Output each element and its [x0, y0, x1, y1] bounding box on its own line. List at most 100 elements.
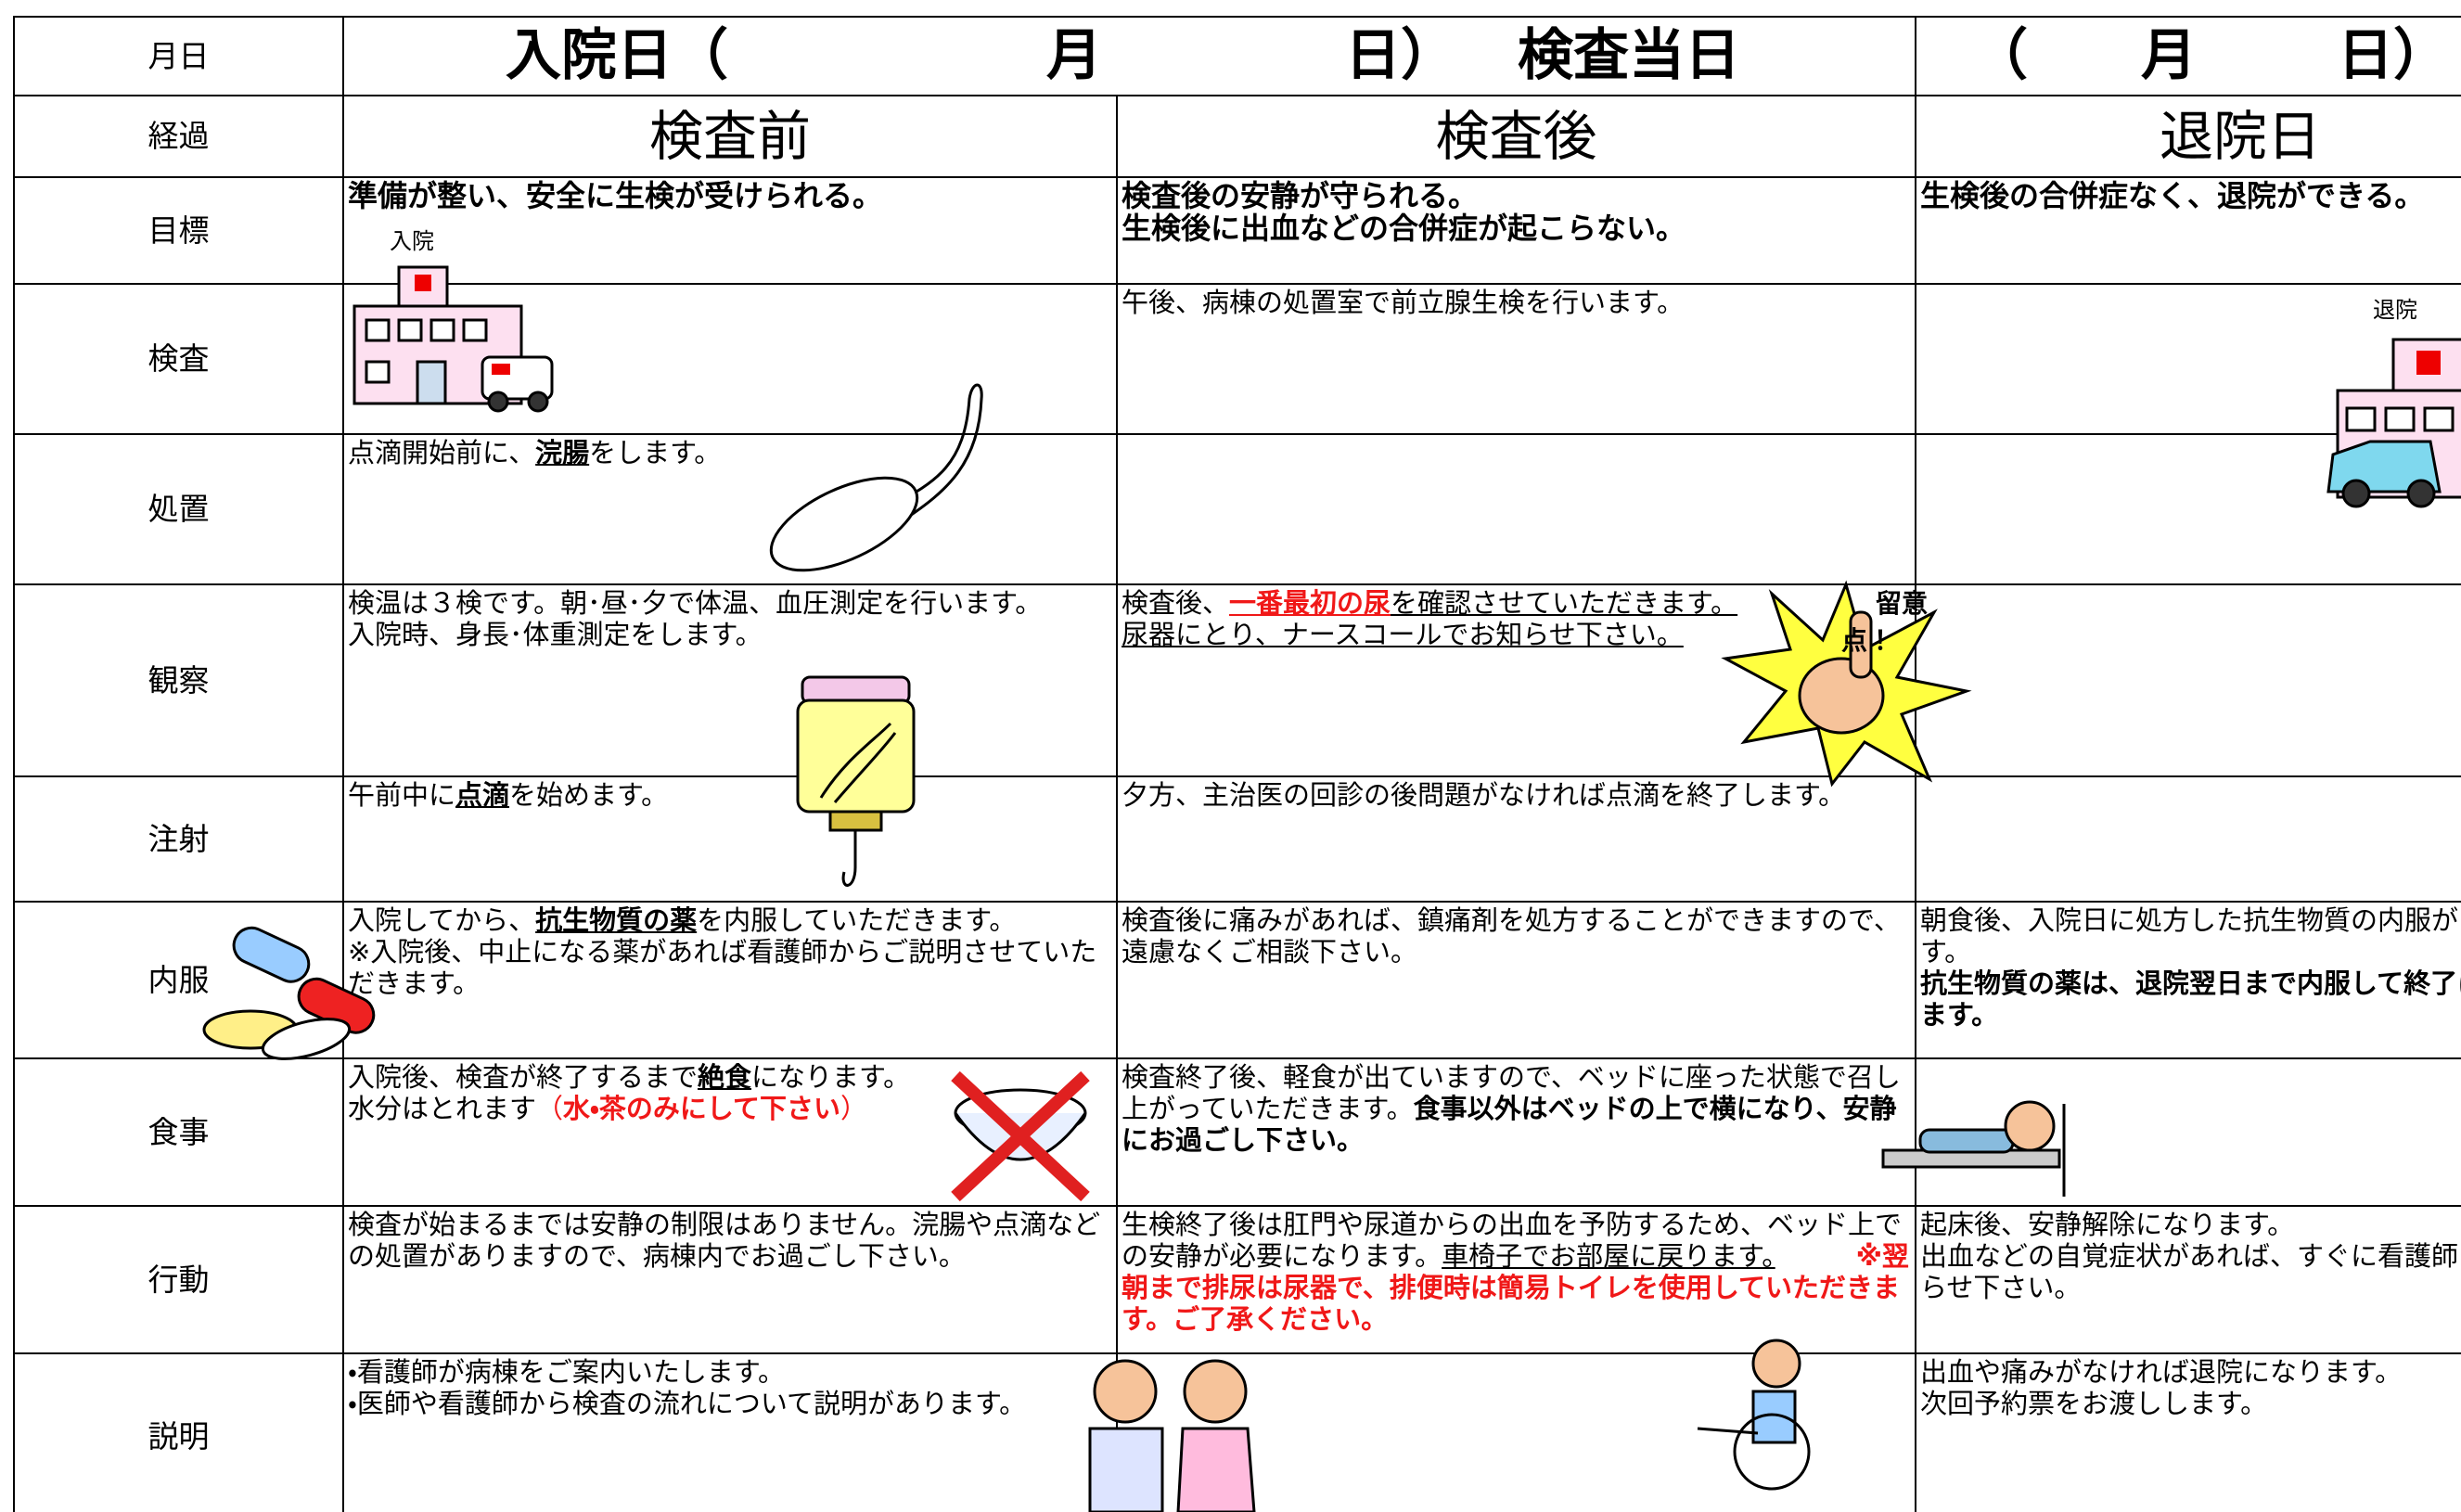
icon-part [2004, 1100, 2056, 1152]
icon-part [1733, 1413, 1811, 1491]
cell: 検査が始まるまでは安静の制限はありません。浣腸や点滴などの処置がありますので、病… [342, 1205, 1118, 1354]
text: 生検終了後は肛門や尿道からの出血を予防するため、ベッド上での安静が必要になります… [1122, 1209, 1903, 1272]
paragraph: 点滴開始前に、浣腸をします。 [348, 437, 1112, 468]
cell: 入院してから、抗生物質の薬を内服していただきます。 ※入院後、中止になる薬があれば… [342, 901, 1118, 1059]
text: になります。 [751, 1061, 911, 1093]
paragraph: ・看護師が病棟をご案内いたします。 [348, 1356, 1112, 1388]
header-text: 検査当日 [1518, 23, 1740, 88]
row-label: 目標 [13, 176, 344, 285]
row: 処置 点滴開始前に、浣腸をします。 [13, 433, 2461, 585]
cell: 点滴開始前に、浣腸をします。 [342, 433, 1118, 585]
row-label: 観察 [13, 583, 344, 777]
text: 浣腸 [535, 437, 590, 468]
row: 目標 準備が整い、安全に生検が受けられる。 検査後の安静が守られる。 生検後に出血など… [13, 176, 2461, 285]
paragraph: 出血などの自覚症状があれば、すぐに看護師にお知らせ下さい。 [1920, 1240, 2461, 1303]
cell: 検温は３検です。朝･昼･夕で体温、血圧測定を行います。 入院時、身長･体重測定をし… [342, 583, 1118, 777]
text: ※入院後、中止になる薬があれば看護師からご説明させていただきます。 [348, 936, 1097, 999]
text: 夕方、主治医の回診の後問題がなければ点滴を終了します。 [1122, 779, 1846, 811]
icon-part [841, 830, 857, 887]
icon-part [1697, 1427, 1759, 1435]
text: 生検後に出血などの合併症が起こらない。 [1122, 211, 1686, 246]
icon-part [492, 364, 510, 375]
icon-part [2341, 479, 2371, 508]
cell: 起床後、安静解除になります。出血などの自覚症状があれば、すぐに看護師にお知らせ下… [1915, 1205, 2461, 1354]
paragraph: 検査後に痛みがあれば、鎮痛剤を処方することができますので、遠慮なくご相談下さい。 [1122, 904, 1911, 967]
icon-part [890, 383, 983, 521]
cell: 出血や痛みがなければ退院になります。 次回予約票をお渡しします。 [1915, 1352, 2461, 1512]
paragraph: ・医師や看護師から検査の流れについて説明があります。 [348, 1388, 1112, 1419]
paragraph: 起床後、安静解除になります。 [1920, 1209, 2461, 1240]
icon-part [487, 391, 509, 413]
text: 午前中に [348, 779, 456, 811]
attention-icon: 点！ 留意 [1721, 580, 1972, 788]
icon-part [1176, 1427, 1256, 1512]
icon-part [429, 318, 455, 342]
row: 行動 検査が始まるまでは安静の制限はありません。浣腸や点滴などの処置がありますので… [13, 1205, 2461, 1354]
cell: 朝食後、入院日に処方した抗生物質の内服があります。抗生物質の薬は、退院翌日まで内… [1915, 901, 2461, 1059]
cell [1116, 433, 1916, 585]
row-label: 説明 [13, 1352, 344, 1512]
text: 朝食後、入院日に処方した抗生物質の内服があります。 [1920, 904, 2461, 967]
text: 準備が整い、安全に生検が受けられる。 [348, 178, 883, 213]
text: 入院してから、 [348, 904, 536, 936]
icon-part [819, 722, 897, 803]
phase-row: 経過 検査前 検査後 退院日 [13, 95, 2461, 178]
paragraph: 入院してから、抗生物質の薬を内服していただきます。 [348, 904, 1112, 936]
date-cell [342, 16, 1916, 96]
hospital-icon [2326, 338, 2461, 508]
row-label: 処置 [13, 433, 344, 585]
cell: 生検終了後は肛門や尿道からの出血を予防するため、ベッド上での安静が必要になります… [1116, 1205, 1916, 1354]
row-label: 行動 [13, 1205, 344, 1354]
paragraph: 尿器にとり、ナースコールでお知らせ下さい。 [1122, 619, 1911, 650]
paragraph: 準備が整い、安全に生検が受けられる。 [348, 180, 1112, 212]
text: ・看護師が病棟をご案内いたします。 [348, 1356, 785, 1388]
phase: 退院日 [1915, 95, 2461, 178]
icon-part: 月日 経過 検査前 検査後 退院日 目標 準備が整い、安全に生検が受けられる。 検査… [13, 16, 2461, 1512]
text: 入院時、身長･体重測定をします。 [348, 619, 763, 650]
icon-part [261, 1018, 352, 1060]
icon-part [2406, 479, 2436, 508]
cell: 検査後の安静が守られる。 生検後に出血などの合併症が起こらない。 [1116, 176, 1916, 285]
row: 食事 入院後、検査が終了するまで絶食になります。 水分はとれます（水・茶のみにして下… [13, 1057, 2461, 1207]
header-text: 月 [1046, 23, 1102, 88]
header-text: 月 [2141, 23, 2197, 88]
paragraph: ※入院後、中止になる薬があれば看護師からご説明させていただきます。 [348, 936, 1112, 999]
icon-part [1093, 1359, 1158, 1424]
icon-part [415, 275, 431, 291]
paragraph: 生検後に出血などの合併症が起こらない。 [1122, 212, 1911, 245]
row: 観察 検温は３検です。朝･昼･夕で体温、血圧測定を行います。 入院時、身長･体重測定… [13, 583, 2461, 777]
text: ・医師や看護師から検査の流れについて説明があります。 [348, 1388, 1027, 1419]
paragraph: 入院後、検査が終了するまで絶食になります。 [348, 1061, 1112, 1093]
text: 水・茶のみにして下さい [563, 1093, 841, 1124]
text: ） [840, 1093, 868, 1124]
paragraph: 朝食後、入院日に処方した抗生物質の内服があります。 [1920, 904, 2461, 967]
text: 午後、病棟の処置室で前立腺生検を行います。 [1122, 287, 1685, 318]
text: 水分はとれます [348, 1093, 537, 1124]
iv-bag-icon [796, 675, 916, 887]
paragraph: 水分はとれます（水・茶のみにして下さい） [348, 1093, 1112, 1124]
icon-part [462, 318, 488, 342]
header-text: 日） [2338, 23, 2449, 88]
paragraph: 生検終了後は肛門や尿道からの出血を予防するため、ベッド上での安静が必要になります… [1122, 1209, 1911, 1335]
icon-part [1088, 1427, 1164, 1512]
row-label: 食事 [13, 1057, 344, 1207]
text: を内服していただきます。 [697, 904, 1017, 936]
people-icon [1088, 1359, 1256, 1512]
cell: 生検後の合併症なく、退院ができる。 [1915, 176, 2461, 285]
text: 検査終了後、軽食が出ていますので、ベッドに座った状態で召し上がっていただきます。 [1122, 1061, 1901, 1124]
text: 起床後、安静解除になります。 [1920, 1209, 2295, 1240]
icon-part [416, 360, 447, 405]
date-cell [1915, 16, 2461, 96]
header-text: （ [1972, 23, 2028, 88]
icon-part [2423, 406, 2455, 432]
cell: ・看護師が病棟をご案内いたします。 ・医師や看護師から検査の流れについて説明があり… [342, 1352, 1118, 1512]
text: 抗生物質の薬は、退院翌日まで内服して終了になります。 [1920, 967, 2461, 1031]
text: 一番最初の尿 [1229, 587, 1391, 619]
cell: 午前中に点滴を始めます。 [342, 775, 1118, 903]
hospital-icon [352, 265, 554, 413]
paragraph: 午後、病棟の処置室で前立腺生検を行います。 [1122, 287, 1911, 318]
icon-part [1918, 1128, 2015, 1154]
pills-icon [202, 926, 376, 1060]
paragraph: 入院時、身長･体重測定をします。 [348, 619, 1112, 650]
